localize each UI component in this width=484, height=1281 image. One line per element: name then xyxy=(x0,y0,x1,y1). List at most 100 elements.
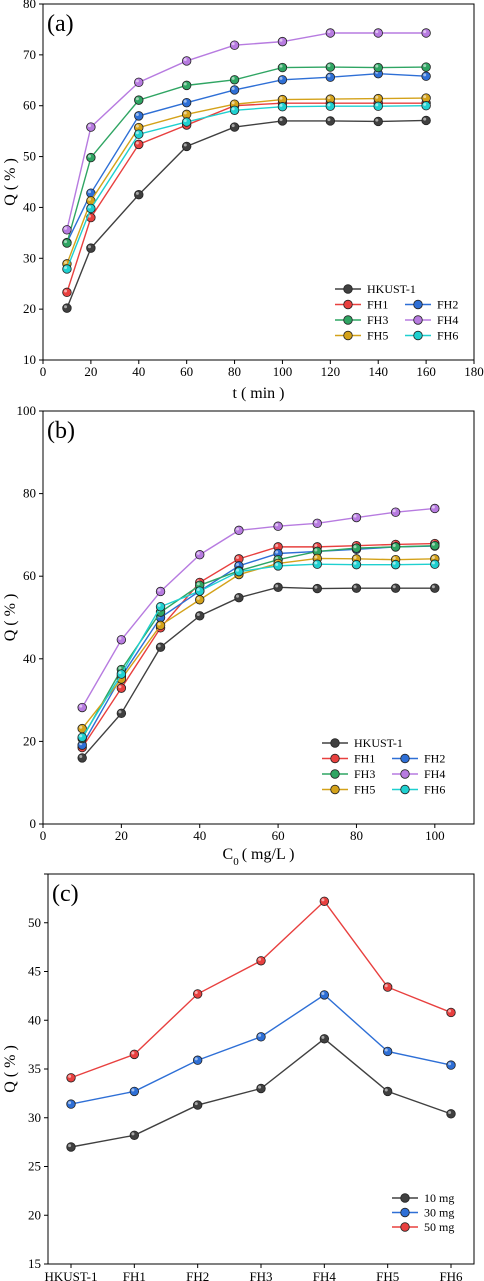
panel-label: (b) xyxy=(47,418,75,444)
plot-frame xyxy=(42,410,475,825)
data-point xyxy=(62,238,72,248)
data-point-highlight xyxy=(279,118,283,122)
y-tick-label: 40 xyxy=(28,1012,41,1027)
series-fh3 xyxy=(77,540,440,744)
series-fh3 xyxy=(62,62,431,248)
data-point xyxy=(181,141,192,152)
panel-label: (a) xyxy=(47,11,74,37)
data-point xyxy=(134,139,144,150)
data-point-highlight xyxy=(321,1035,325,1039)
legend-item: HKUST-1 xyxy=(322,736,403,750)
data-point xyxy=(66,1073,76,1083)
data-point-highlight xyxy=(423,73,427,77)
y-tick-label: 35 xyxy=(28,1061,41,1076)
x-tick-label: 100 xyxy=(273,364,293,379)
data-point xyxy=(229,105,240,115)
data-point-highlight xyxy=(87,245,91,249)
y-tick-label: 45 xyxy=(28,964,41,979)
y-tick-label: 25 xyxy=(28,1159,41,1174)
data-point-highlight xyxy=(236,568,240,572)
data-point-highlight xyxy=(68,1074,72,1078)
data-point xyxy=(319,990,330,1000)
legend-item: FH4 xyxy=(405,313,458,327)
data-point-highlight xyxy=(79,755,83,759)
legend-label: 10 mg xyxy=(424,1191,454,1205)
data-point-highlight xyxy=(118,671,122,675)
data-point-highlight xyxy=(118,636,122,640)
data-point xyxy=(373,28,383,38)
series-fh5 xyxy=(77,553,440,734)
data-point xyxy=(312,518,322,529)
data-point-highlight xyxy=(236,527,240,531)
data-point-highlight xyxy=(327,74,331,78)
data-point-highlight xyxy=(231,76,235,80)
data-point-highlight xyxy=(183,119,187,123)
legend-item: 50 mg xyxy=(392,1220,454,1234)
legend-label: 50 mg xyxy=(424,1220,454,1234)
series-line xyxy=(81,544,435,739)
data-point-highlight xyxy=(64,240,68,244)
data-point xyxy=(382,1086,393,1097)
legend: HKUST-1 FH1 FH2 FH3 FH4 FH5 FH6 xyxy=(335,282,458,343)
data-point xyxy=(155,642,166,652)
series-hkust-1 xyxy=(77,582,440,763)
y-tick-label: 50 xyxy=(23,149,36,164)
legend-marker xyxy=(343,284,353,294)
y-tick-label: 50 xyxy=(28,915,41,930)
data-point-highlight xyxy=(68,1144,72,1148)
series-line xyxy=(66,102,427,293)
data-point xyxy=(277,102,288,112)
data-point-highlight xyxy=(135,141,139,145)
data-point-highlight xyxy=(423,64,427,68)
data-point-highlight xyxy=(157,644,161,648)
y-tick-label: 0 xyxy=(30,816,37,831)
data-point xyxy=(229,40,240,50)
y-tick-label: 15 xyxy=(28,1256,41,1271)
legend-label: FH5 xyxy=(367,329,388,343)
data-point xyxy=(390,542,401,552)
legend-item: 10 mg xyxy=(392,1191,454,1205)
data-point xyxy=(277,75,288,85)
data-point xyxy=(351,583,362,593)
data-point xyxy=(134,95,144,105)
data-point-highlight xyxy=(423,102,427,106)
data-point xyxy=(181,56,192,66)
data-point-highlight xyxy=(131,1051,135,1055)
data-point-highlight xyxy=(135,131,139,135)
data-point xyxy=(77,702,87,713)
data-point-highlight xyxy=(118,685,122,689)
series-10-mg xyxy=(66,1034,456,1152)
data-point-highlight xyxy=(327,118,331,122)
y-tick-label: 60 xyxy=(23,568,36,583)
data-point-highlight xyxy=(423,30,427,34)
data-point-highlight xyxy=(183,111,187,115)
data-point-highlight xyxy=(79,725,83,729)
data-point-highlight xyxy=(423,117,427,121)
y-tick-label: 40 xyxy=(23,199,36,214)
data-point-highlight xyxy=(384,1048,388,1052)
x-tick-label: 120 xyxy=(321,364,341,379)
data-point xyxy=(129,1130,140,1141)
data-point xyxy=(382,1046,393,1057)
data-point xyxy=(181,97,192,108)
series-line xyxy=(81,586,435,759)
legend-item: FH3 xyxy=(322,767,375,781)
data-point-highlight xyxy=(448,1062,452,1066)
data-point xyxy=(181,117,192,127)
legend-label: FH6 xyxy=(424,783,445,797)
data-point xyxy=(86,122,96,132)
x-tick-label: 100 xyxy=(425,828,445,843)
legend-label: FH3 xyxy=(367,313,388,327)
legend-item: 30 mg xyxy=(392,1206,454,1220)
legend-item: FH5 xyxy=(322,783,375,797)
legend-marker xyxy=(413,315,423,325)
data-point-highlight xyxy=(275,550,279,554)
series-fh6 xyxy=(77,559,440,742)
data-point xyxy=(192,1100,203,1110)
x-tick-label: FH3 xyxy=(249,1269,272,1281)
panel-label: (c) xyxy=(52,881,79,907)
data-point-highlight xyxy=(353,561,357,565)
y-tick-label: 20 xyxy=(23,733,36,748)
series-fh1 xyxy=(77,538,440,753)
